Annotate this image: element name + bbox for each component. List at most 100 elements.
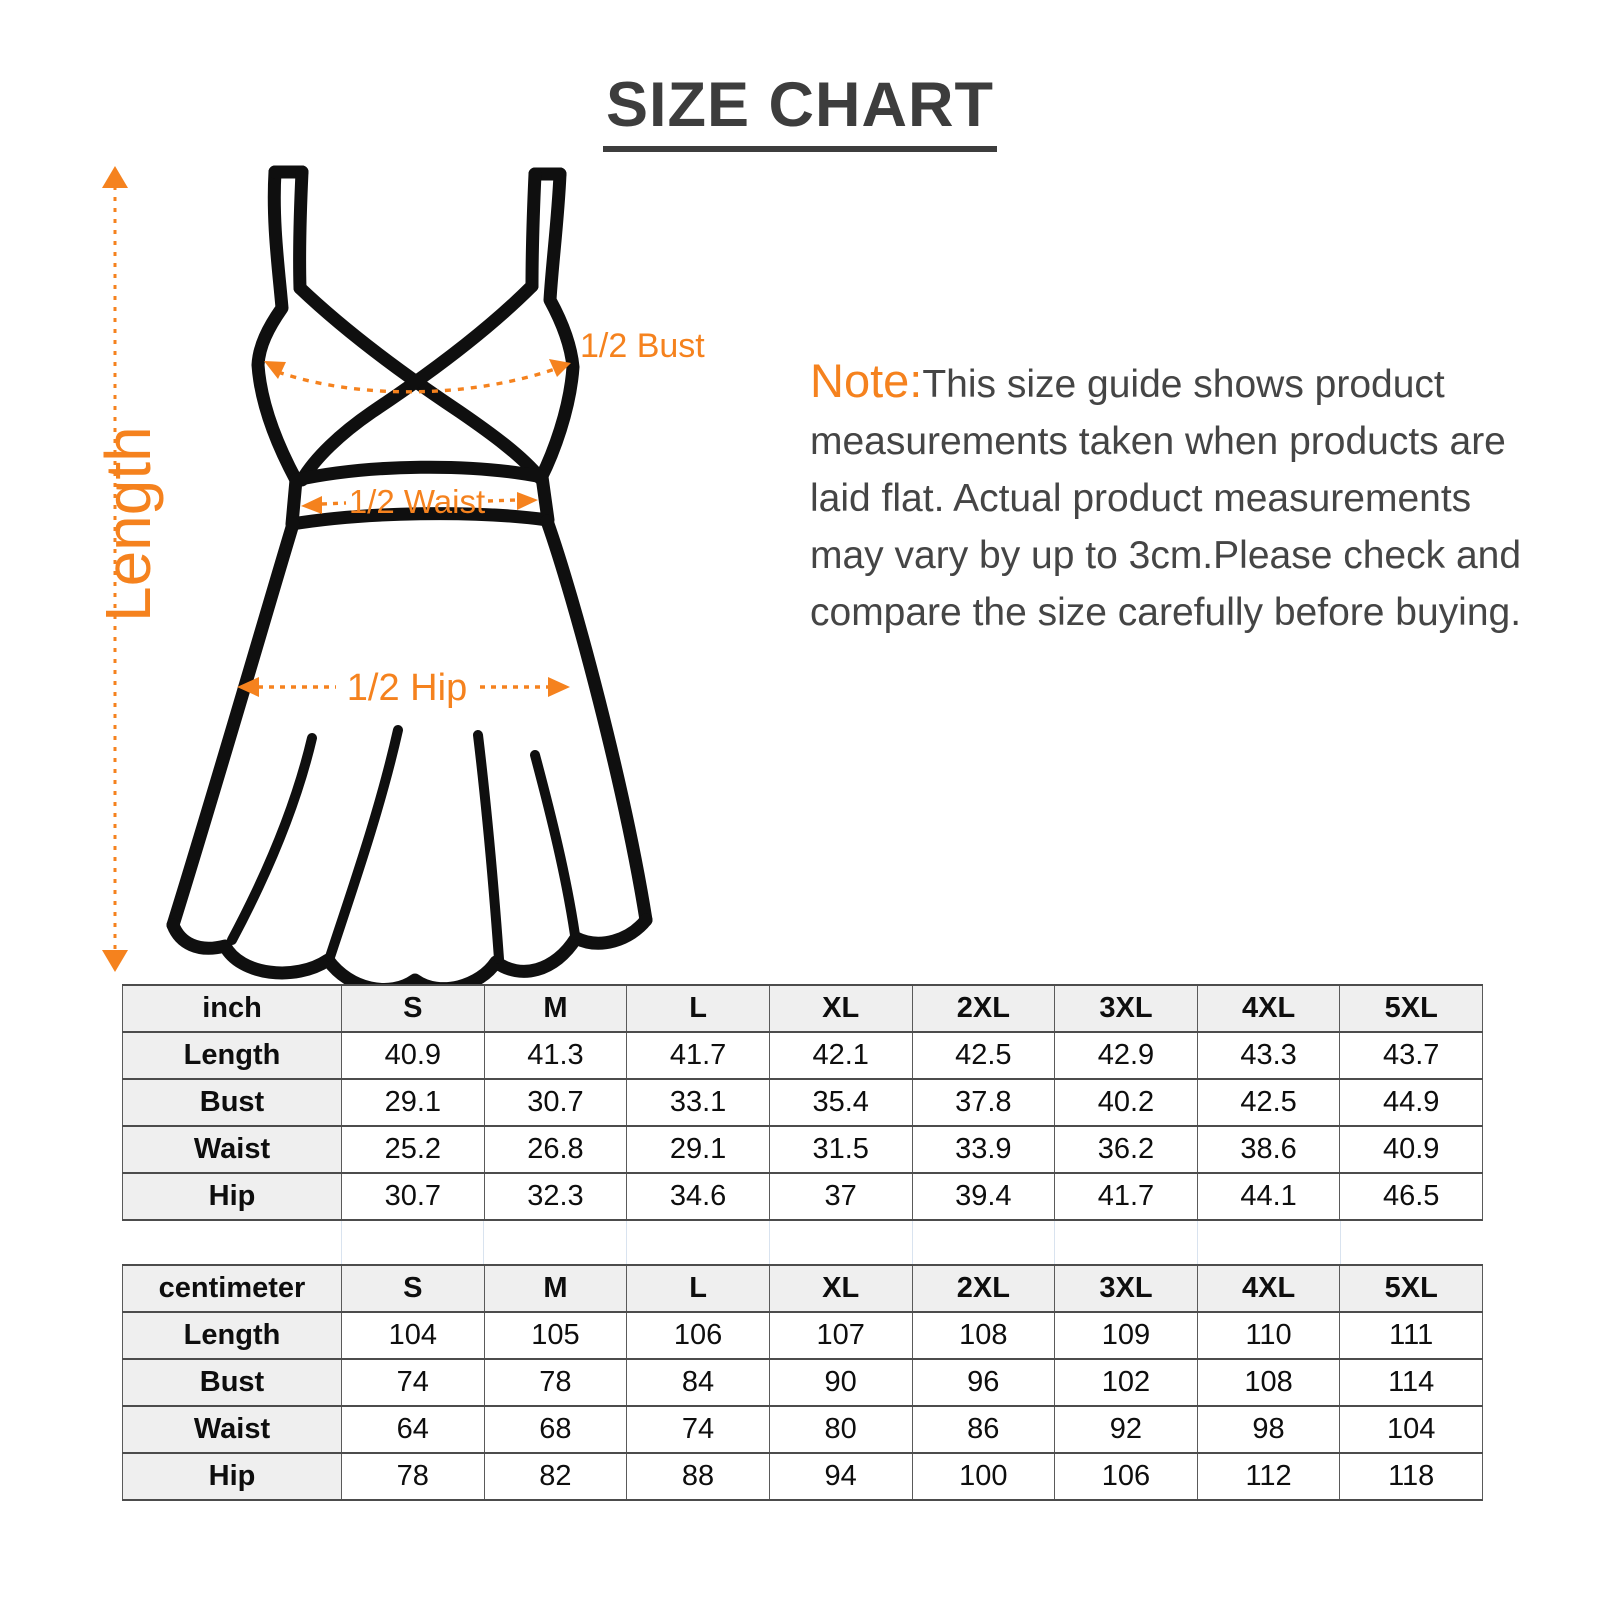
measure-value-cell: 35.4 (768, 1078, 913, 1127)
measure-value-cell: 40.9 (341, 1031, 485, 1080)
measure-value-cell: 40.2 (1054, 1078, 1198, 1127)
waist-arrow (301, 492, 538, 514)
measurement-row: Hip 78 82 88 94 100 106 112 118 (122, 1452, 1483, 1501)
measure-value-cell: 78 (341, 1452, 485, 1501)
arrowhead-left-icon (264, 361, 286, 379)
measure-value-cell: 84 (626, 1358, 770, 1407)
size-header: XL (768, 1264, 913, 1313)
measure-value-cell: 42.9 (1054, 1031, 1198, 1080)
arrowhead-right-icon (517, 492, 538, 510)
measure-value-cell: 118 (1339, 1452, 1483, 1501)
measure-value-cell: 100 (911, 1452, 1056, 1501)
measure-row-label: Waist (122, 1125, 342, 1174)
measure-value-cell: 104 (1339, 1405, 1483, 1454)
note-prefix: Note: (810, 354, 923, 407)
measure-value-cell: 42.5 (1196, 1078, 1341, 1127)
measure-row-label: Hip (122, 1172, 342, 1221)
size-header: S (341, 1264, 485, 1313)
measure-value-cell: 82 (483, 1452, 628, 1501)
unit-header: inch (122, 984, 342, 1033)
size-header: 3XL (1054, 1264, 1198, 1313)
measure-value-cell: 111 (1339, 1311, 1483, 1360)
size-header: XL (768, 984, 913, 1033)
arrowhead-right-icon (549, 359, 571, 377)
measure-value-cell: 33.1 (626, 1078, 770, 1127)
size-header: 3XL (1054, 984, 1198, 1033)
measure-value-cell: 80 (768, 1405, 913, 1454)
measure-value-cell: 108 (911, 1311, 1056, 1360)
hip-label: 1/2 Hip (347, 667, 467, 709)
measurement-row: Waist 25.2 26.8 29.1 31.5 33.9 36.2 38.6 40.9 (122, 1125, 1483, 1174)
size-header: 2XL (911, 984, 1056, 1033)
measure-value-cell: 112 (1196, 1452, 1341, 1501)
measure-value-cell: 34.6 (626, 1172, 770, 1221)
measurement-row: Hip 30.7 32.3 34.6 37 39.4 41.7 44.1 46.5 (122, 1172, 1483, 1221)
measure-row-label: Waist (122, 1405, 342, 1454)
measure-value-cell: 107 (768, 1311, 913, 1360)
measure-value-cell: 74 (341, 1358, 485, 1407)
bust-label: 1/2 Bust (580, 327, 705, 365)
measure-value-cell: 92 (1054, 1405, 1198, 1454)
measure-value-cell: 102 (1054, 1358, 1198, 1407)
measure-value-cell: 74 (626, 1405, 770, 1454)
size-header: L (626, 1264, 770, 1313)
measure-value-cell: 108 (1196, 1358, 1341, 1407)
length-label: Length (92, 426, 164, 622)
measure-value-cell: 41.7 (1054, 1172, 1198, 1221)
measure-row-label: Bust (122, 1078, 342, 1127)
measure-value-cell: 33.9 (911, 1125, 1056, 1174)
measure-value-cell: 42.5 (911, 1031, 1056, 1080)
measure-row-label: Hip (122, 1452, 342, 1501)
measure-value-cell: 36.2 (1054, 1125, 1198, 1174)
size-header: M (483, 984, 628, 1033)
measure-value-cell: 37.8 (911, 1078, 1056, 1127)
measure-value-cell: 39.4 (911, 1172, 1056, 1221)
measure-value-cell: 29.1 (626, 1125, 770, 1174)
size-tables: inch S M L XL 2XL 3XL 4XL 5XL Length 40.9 41.3 41.7 4… (122, 984, 1483, 1501)
arrowhead-up-icon (102, 166, 128, 188)
arrowhead-left-icon (237, 677, 259, 697)
size-header: 4XL (1196, 984, 1341, 1033)
measure-value-cell: 30.7 (483, 1078, 628, 1127)
size-header: L (626, 984, 770, 1033)
measure-row-label: Length (122, 1031, 342, 1080)
measure-value-cell: 25.2 (341, 1125, 485, 1174)
measure-value-cell: 38.6 (1196, 1125, 1341, 1174)
size-table-centimeter: centimeter S M L XL 2XL 3XL 4XL 5XL Length 104 105 1… (122, 1264, 1483, 1501)
measurement-row: Length 40.9 41.3 41.7 42.1 42.5 42.9 43.3 43.7 (122, 1031, 1483, 1080)
measure-value-cell: 46.5 (1339, 1172, 1483, 1221)
gap-row (122, 1221, 1483, 1264)
table-gap (122, 1221, 1483, 1264)
page-title: SIZE CHART (603, 74, 997, 152)
measure-value-cell: 31.5 (768, 1125, 913, 1174)
waist-label: 1/2 Waist (349, 483, 485, 520)
measure-value-cell: 29.1 (341, 1078, 485, 1127)
arrowhead-right-icon (548, 677, 570, 697)
measure-value-cell: 30.7 (341, 1172, 485, 1221)
measurement-row: Bust 29.1 30.7 33.1 35.4 37.8 40.2 42.5 44.9 (122, 1078, 1483, 1127)
measure-value-cell: 110 (1196, 1311, 1341, 1360)
measure-value-cell: 98 (1196, 1405, 1341, 1454)
unit-header: centimeter (122, 1264, 342, 1313)
hip-arrow (237, 677, 570, 697)
arrowhead-left-icon (301, 496, 322, 514)
size-table-inch: inch S M L XL 2XL 3XL 4XL 5XL Length 40.9 41.3 41.7 4… (122, 984, 1483, 1221)
title-area: SIZE CHART (0, 74, 1600, 152)
measure-value-cell: 37 (768, 1172, 913, 1221)
measure-value-cell: 43.7 (1339, 1031, 1483, 1080)
length-arrow (102, 166, 128, 972)
size-header: 5XL (1339, 984, 1483, 1033)
measure-value-cell: 109 (1054, 1311, 1198, 1360)
measure-value-cell: 106 (626, 1311, 770, 1360)
size-header: S (341, 984, 485, 1033)
measure-value-cell: 94 (768, 1452, 913, 1501)
size-header: 2XL (911, 1264, 1056, 1313)
measure-value-cell: 26.8 (483, 1125, 628, 1174)
dress-outline (166, 165, 653, 990)
measure-value-cell: 42.1 (768, 1031, 913, 1080)
bust-arrow (264, 359, 571, 394)
note-text: Note:This size guide shows product measu… (810, 352, 1547, 641)
measure-value-cell: 43.3 (1196, 1031, 1341, 1080)
measure-value-cell: 96 (911, 1358, 1056, 1407)
